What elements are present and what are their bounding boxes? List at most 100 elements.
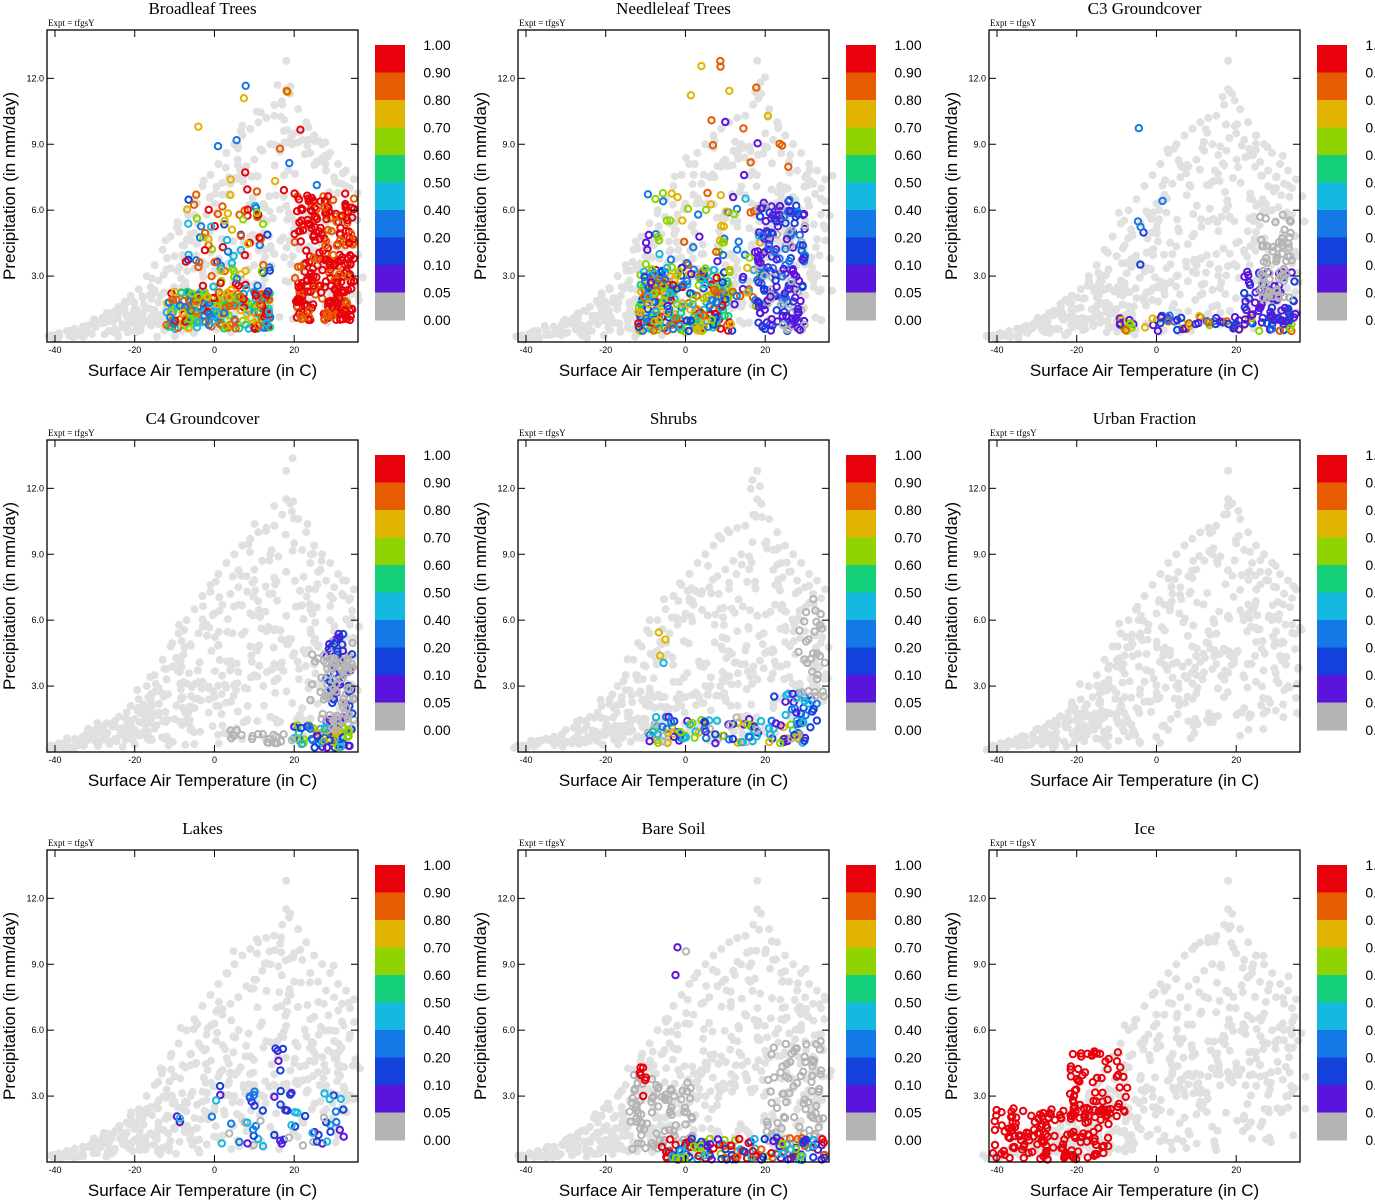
fraction-point: [194, 122, 203, 131]
background-point: [214, 160, 223, 168]
background-point: [1200, 146, 1209, 155]
colorbar-segment: [375, 100, 405, 128]
background-point: [1212, 556, 1221, 565]
background-point: [342, 576, 350, 585]
background-point: [280, 171, 288, 180]
colorbar-segment: [375, 292, 405, 321]
colorbar-segment: [846, 702, 876, 731]
colorbar-segment: [375, 127, 405, 156]
fraction-point: [290, 229, 299, 239]
colorbar-label: 0.00: [1365, 312, 1375, 328]
background-point: [761, 649, 770, 658]
fraction-point: [343, 207, 353, 216]
background-point: [206, 581, 215, 589]
background-point: [1276, 160, 1285, 168]
fraction-point: [293, 294, 302, 304]
colorbar-label: 0.05: [1365, 285, 1375, 301]
background-point: [71, 737, 80, 746]
fraction-point: [223, 247, 233, 256]
fraction-point: [686, 91, 696, 100]
fraction-point: [298, 226, 308, 235]
background-point: [1260, 550, 1269, 559]
fraction-point: [338, 211, 347, 220]
fraction-point: [162, 320, 171, 330]
fraction-point: [246, 313, 256, 323]
background-point: [686, 246, 695, 255]
panel-title: Needleleaf Trees: [616, 0, 731, 18]
background-point: [1179, 618, 1188, 627]
background-point: [683, 586, 692, 595]
background-point: [698, 240, 707, 249]
background-point: [697, 589, 706, 598]
background-point: [1217, 671, 1225, 680]
background-point: [747, 700, 756, 709]
background-point: [1286, 603, 1295, 612]
colorbar-segment: [846, 210, 876, 238]
fraction-point: [659, 658, 668, 668]
fraction-point: [703, 188, 712, 198]
background-point: [290, 649, 299, 658]
background-point: [208, 722, 217, 731]
background-point: [1015, 329, 1024, 338]
background-point: [218, 190, 227, 199]
background-point: [280, 253, 289, 262]
colorbar-label: 0.90: [894, 475, 921, 491]
background-point: [1199, 649, 1208, 658]
y-tick-label: 9.0: [502, 139, 515, 149]
background-point: [1259, 666, 1268, 675]
colorbar-segment: [375, 647, 405, 676]
background-point: [1152, 283, 1161, 292]
background-point: [294, 105, 303, 114]
background-point: [253, 172, 262, 181]
background-point: [1096, 298, 1105, 307]
fraction-point: [196, 222, 206, 231]
background-point: [1225, 134, 1234, 143]
background-point: [1224, 668, 1233, 677]
fraction-point: [349, 194, 359, 203]
background-point: [1076, 695, 1085, 704]
background-point: [154, 708, 163, 717]
background-point: [1232, 539, 1241, 548]
background-point: [728, 161, 737, 170]
background-point: [778, 573, 787, 582]
fraction-point: [734, 237, 743, 246]
x-tick-label: -40: [519, 755, 532, 765]
background-point: [689, 220, 697, 229]
y-axis-label: Precipitation (in mm/day): [471, 502, 490, 690]
colorbar-segment: [1317, 45, 1347, 73]
background-point: [196, 727, 204, 736]
y-tick-label: 12.0: [497, 483, 515, 493]
fraction-point: [213, 142, 223, 151]
colorbar: 1.000.900.800.700.600.500.400.200.100.05…: [846, 37, 922, 328]
fraction-point: [243, 239, 253, 249]
background-point: [270, 521, 279, 530]
fraction-point: [297, 216, 306, 225]
fraction-point: [337, 288, 346, 297]
background-point: [597, 289, 606, 298]
background-point: [1203, 128, 1212, 137]
background-point: [233, 155, 242, 164]
background-point: [1209, 615, 1218, 624]
y-tick-label: 3.0: [31, 681, 44, 691]
fraction-point: [760, 305, 769, 314]
background-point: [748, 680, 756, 688]
fraction-point: [225, 301, 234, 311]
fraction-point: [337, 256, 346, 265]
background-point: [673, 210, 682, 219]
fraction-point: [333, 278, 342, 287]
background-point: [1214, 227, 1223, 236]
background-point: [206, 171, 215, 179]
background-point: [114, 712, 123, 721]
background-point: [265, 192, 274, 201]
colorbar-segment: [375, 537, 405, 566]
background-point: [1256, 567, 1265, 576]
background-point: [1104, 680, 1113, 688]
background-point: [1139, 296, 1148, 305]
background-point: [731, 279, 740, 288]
fraction-point: [254, 321, 263, 330]
background-point: [326, 616, 335, 625]
colorbar-label: 0.70: [423, 530, 450, 546]
background-point: [178, 693, 187, 702]
fraction-point: [192, 214, 202, 223]
background-point: [272, 577, 281, 586]
